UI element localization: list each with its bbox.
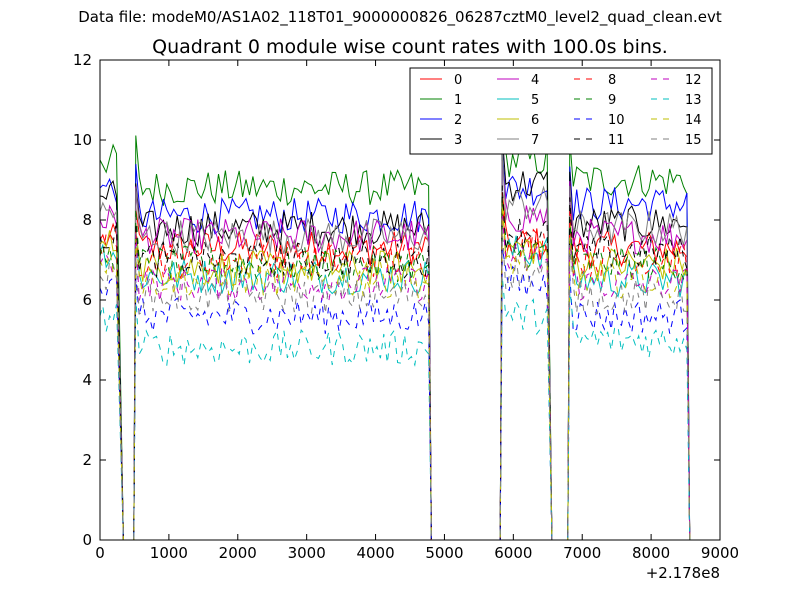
- y-tick-label: 10: [73, 131, 92, 149]
- legend-label-12: 12: [685, 73, 702, 88]
- x-tick-label: 1000: [150, 544, 188, 562]
- y-tick-label: 4: [82, 371, 92, 389]
- legend-label-15: 15: [685, 133, 702, 148]
- data-file-caption: Data file: modeM0/AS1A02_118T01_90000008…: [78, 8, 722, 26]
- legend-label-9: 9: [608, 93, 616, 108]
- series-line-9: [100, 199, 691, 540]
- x-tick-label: 6000: [494, 544, 532, 562]
- x-tick-label: 0: [95, 544, 105, 562]
- legend-label-0: 0: [454, 73, 462, 88]
- x-offset-label: +2.178e8: [646, 564, 720, 582]
- legend-label-14: 14: [685, 113, 702, 128]
- x-tick-label: 2000: [219, 544, 257, 562]
- legend-label-2: 2: [454, 113, 462, 128]
- legend-box: [409, 67, 713, 155]
- x-tick-label: 3000: [288, 544, 326, 562]
- y-tick-label: 12: [73, 51, 92, 69]
- legend-label-13: 13: [685, 93, 702, 108]
- y-tick-label: 6: [82, 291, 92, 309]
- legend-label-3: 3: [454, 133, 462, 148]
- series-line-13: [100, 276, 691, 540]
- series-line-7: [100, 150, 691, 540]
- x-tick-label: 7000: [563, 544, 601, 562]
- series-lines: [100, 105, 691, 540]
- series-line-5: [100, 207, 691, 540]
- legend-label-6: 6: [531, 113, 539, 128]
- series-line-14: [100, 205, 691, 540]
- x-tick-label: 5000: [425, 544, 463, 562]
- series-line-4: [100, 160, 691, 540]
- series-line-10: [100, 247, 691, 540]
- y-tick-label: 8: [82, 211, 92, 229]
- series-line-3: [100, 135, 691, 540]
- x-tick-label: 9000: [701, 544, 739, 562]
- x-tick-label: 8000: [632, 544, 670, 562]
- series-line-12: [100, 214, 691, 540]
- series-line-1: [100, 105, 691, 540]
- legend-label-7: 7: [531, 133, 539, 148]
- x-tick-label: 4000: [356, 544, 394, 562]
- legend-label-10: 10: [608, 113, 625, 128]
- y-tick-label: 0: [82, 531, 92, 549]
- y-tick-label: 2: [82, 451, 92, 469]
- legend-label-4: 4: [531, 73, 539, 88]
- legend-label-8: 8: [608, 73, 616, 88]
- legend-label-5: 5: [531, 93, 539, 108]
- series-line-6: [100, 192, 691, 540]
- series-line-8: [100, 192, 691, 540]
- legend-label-1: 1: [454, 93, 462, 108]
- legend-label-11: 11: [608, 133, 625, 148]
- series-line-11: [100, 185, 691, 540]
- chart-title: Quadrant 0 module wise count rates with …: [152, 36, 668, 58]
- series-line-15: [100, 229, 691, 540]
